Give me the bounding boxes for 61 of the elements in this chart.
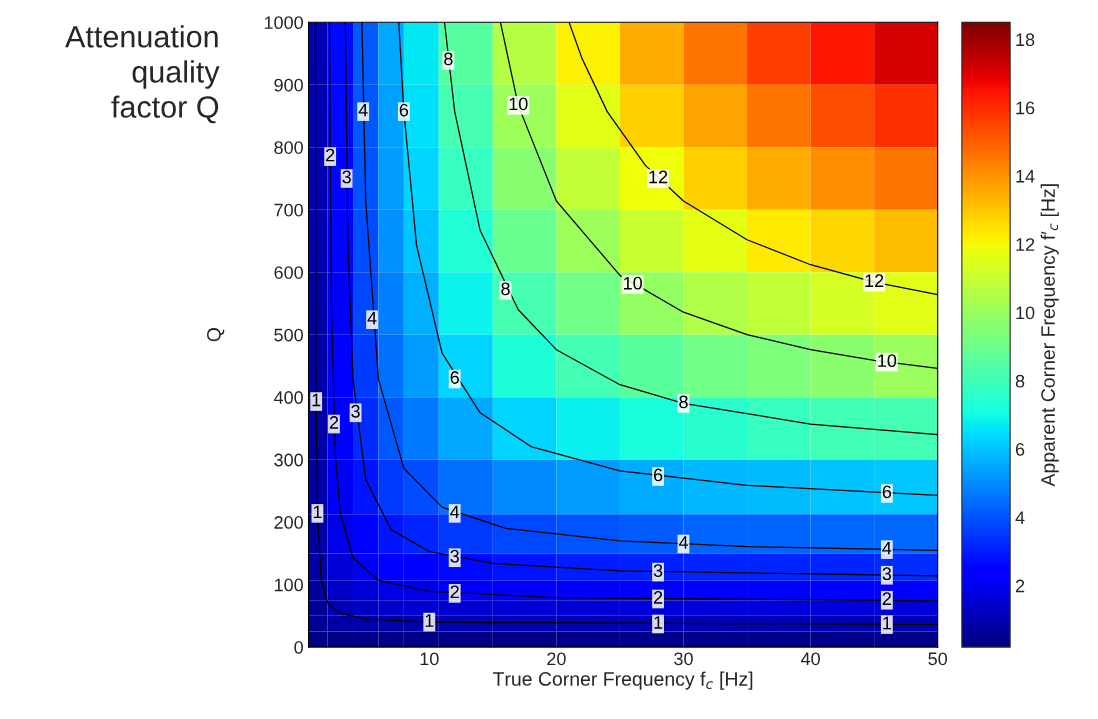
annotation: 10: [878, 354, 897, 368]
x-axis-title: True Corner Frequency f$_{c}$ [Hz]: [492, 671, 753, 690]
x-tick-label: 30: [674, 652, 693, 666]
color-bar-label: 12: [1016, 238, 1035, 251]
annotation: 10: [623, 276, 642, 290]
text: Attenuation quality factor Q: [65, 25, 220, 124]
annotation: 3: [342, 170, 351, 184]
y-tick-label: 1000: [264, 16, 303, 30]
annotation: 12: [649, 170, 668, 184]
y-tick-label: 900: [274, 78, 303, 92]
color-bar-label: 14: [1016, 170, 1035, 183]
annotation: 4: [358, 103, 368, 117]
y-tick-label: 600: [274, 266, 303, 279]
annotation: 4: [882, 541, 892, 555]
annotation: 3: [450, 549, 459, 563]
y-tick-label: 100: [274, 578, 303, 592]
annotation: 10: [509, 97, 528, 111]
annotation: 2: [326, 148, 335, 162]
color-bar-label: 8: [1015, 374, 1025, 388]
x-tick-label: 50: [928, 652, 948, 666]
y-tick-label: 200: [274, 516, 303, 529]
y-tick-label: 800: [274, 141, 303, 154]
annotation: 4: [367, 311, 377, 325]
annotation: 2: [882, 592, 891, 605]
annotation: 3: [351, 404, 360, 418]
color-bar-label: 18: [1016, 33, 1035, 47]
annotation: 2: [329, 416, 339, 429]
annotation: 8: [501, 282, 510, 296]
annotation: 8: [444, 52, 453, 66]
annotation: 3: [653, 564, 663, 577]
y-tick-label: 700: [274, 203, 303, 217]
annotation: 4: [678, 536, 688, 549]
y-tick-label: 500: [274, 328, 303, 342]
annotation: 12: [865, 274, 884, 287]
annotation: 8: [679, 395, 688, 409]
annotation: 3: [882, 567, 892, 581]
annotation: 6: [399, 103, 409, 117]
annotation: 6: [882, 485, 892, 499]
x-tick-label: 20: [547, 652, 566, 666]
y-tick-label: 400: [273, 391, 303, 404]
color-bar-label: 4: [1015, 511, 1025, 524]
annotation: 2: [653, 591, 663, 604]
annotation: 6: [450, 371, 459, 384]
annotation: 1: [425, 614, 434, 627]
color-bar-title: Apparent Corner Frequency f′$_{c}$ [Hz]: [1040, 184, 1059, 487]
y-tick-label: 0: [294, 641, 303, 654]
x-tick-label: 10: [420, 652, 439, 666]
color-bar-label: 6: [1015, 443, 1025, 456]
y-tick-label: 300: [274, 453, 303, 467]
x-tick-label: 40: [800, 652, 820, 666]
annotation: 2: [450, 585, 459, 599]
annotation: 1: [313, 505, 322, 519]
annotation: 1: [883, 616, 891, 630]
y-axis-title: Q: [207, 328, 225, 342]
annotation: 4: [450, 505, 460, 519]
annotation: 6: [653, 468, 663, 482]
color-bar-label: 16: [1016, 101, 1035, 115]
color-bar-label: 2: [1015, 579, 1025, 593]
annotation: 1: [654, 616, 663, 629]
color-bar-label: 10: [1016, 306, 1035, 320]
annotation: 1: [312, 393, 321, 407]
